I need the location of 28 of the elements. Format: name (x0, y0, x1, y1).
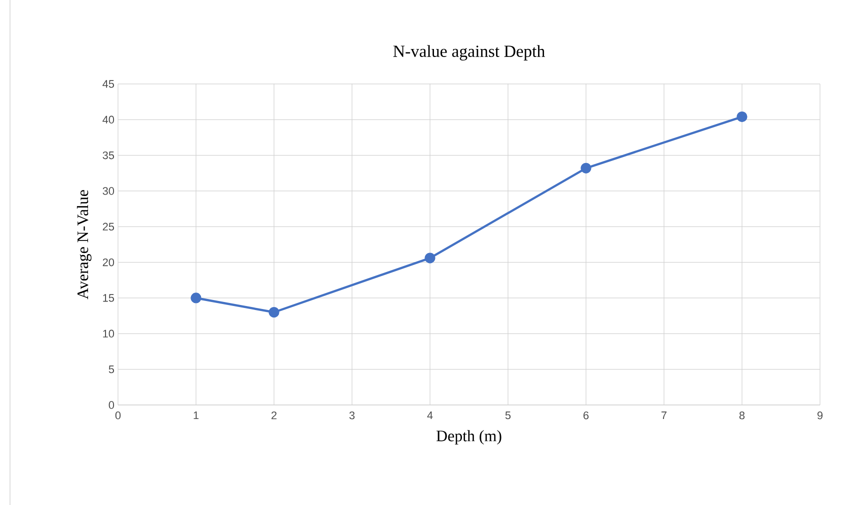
point (190, 292, 202, 304)
x-tick-label: 5 (505, 412, 511, 420)
y-axis-title: Average N-Value (76, 190, 92, 300)
x-tick-label: 2 (272, 412, 277, 420)
x-axis-title: Depth (m) (436, 430, 502, 445)
y-tick-label: 45 (102, 80, 114, 88)
point (424, 252, 436, 264)
y-tick-label: 25 (102, 222, 114, 231)
chart-title: N-value against Depth (393, 45, 545, 60)
x-tick-label: 7 (662, 412, 666, 420)
y-tick-label: 20 (102, 258, 114, 266)
point (268, 306, 280, 318)
x-tick-label: 4 (427, 412, 433, 420)
x-tick-label: 1 (194, 412, 199, 420)
y-tick-label: 30 (102, 187, 114, 195)
x-tick-label: 0 (115, 412, 121, 420)
y-tick-label: 40 (102, 116, 114, 124)
x-tick-label: 8 (739, 412, 745, 420)
x-tick-label: 3 (349, 412, 355, 420)
y-tick-label: 35 (102, 151, 114, 160)
point (736, 112, 748, 122)
y-tick-label: 15 (103, 294, 114, 302)
y-tick-label: 5 (108, 366, 114, 374)
x-tick-label: 9 (817, 412, 823, 420)
y-tick-label: 10 (103, 330, 114, 338)
y-tick-label: 0 (108, 401, 114, 409)
x-tick-label: 6 (584, 412, 589, 420)
point (580, 162, 592, 174)
